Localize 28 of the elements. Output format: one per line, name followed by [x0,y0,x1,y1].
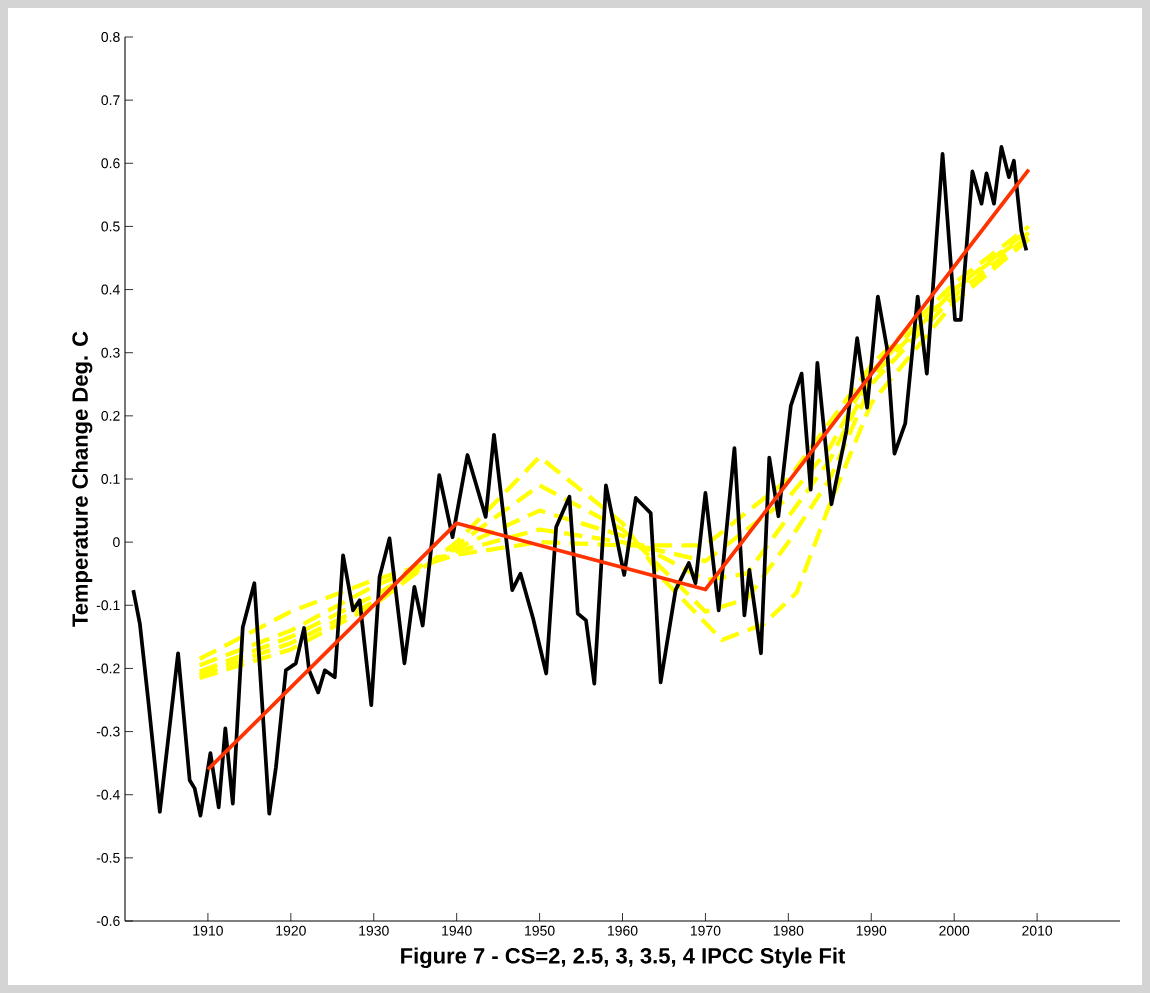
y-tick-label: 0.5 [101,221,120,232]
y-tick-label: -0.6 [96,916,120,926]
x-tick-label: 1910 [193,925,223,936]
x-axis-title: Figure 7 - CS=2, 2.5, 3, 3.5, 4 IPCC Style Fit [401,947,846,969]
y-tick-label: 0.8 [101,32,120,42]
y-tick-label: 0.3 [101,347,120,358]
x-tick-label: 1920 [276,925,306,936]
y-tick-label: 0.1 [101,474,120,484]
x-tick-label: 1930 [359,925,389,936]
x-tick-label: 1980 [773,925,804,936]
y-tick-label: 0.2 [101,410,120,421]
y-tick-label: 0.6 [101,158,120,169]
y-tick-label: -0.2 [96,663,120,674]
y-tick-label: -0.4 [96,789,120,800]
y-axis-title: Temperature Change Deg. C [71,331,93,627]
x-tick-label: 1940 [442,925,472,936]
x-tick-label: 2010 [1022,925,1053,936]
y-tick-label: -0.3 [96,726,120,737]
y-tick-label: 0.4 [101,284,120,295]
y-tick-label: -0.1 [96,600,120,611]
x-tick-label: 1950 [525,925,555,936]
y-tick-label: 0 [113,537,120,548]
x-tick-label: 1960 [608,925,638,936]
x-tick-label: 2000 [939,925,970,936]
y-tick-label: -0.5 [96,852,120,863]
x-tick-label: 1990 [856,925,887,936]
x-tick-label: 1970 [690,925,721,936]
y-tick-label: 0.7 [101,95,120,106]
